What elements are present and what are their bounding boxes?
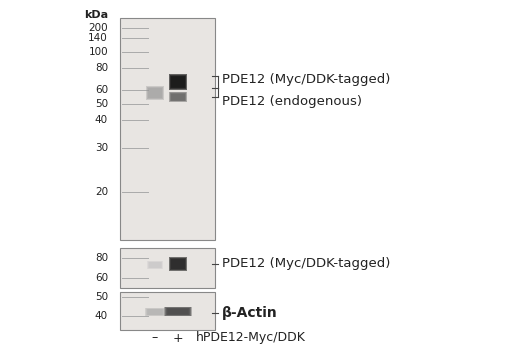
Bar: [170, 257, 187, 271]
Bar: [149, 262, 162, 268]
Bar: [169, 257, 187, 271]
Text: 200: 200: [88, 23, 108, 33]
Text: 60: 60: [95, 273, 108, 283]
Bar: [147, 309, 163, 315]
Text: hPDE12-Myc/DDK: hPDE12-Myc/DDK: [196, 331, 306, 344]
Bar: [170, 92, 186, 102]
Bar: [172, 259, 185, 268]
Text: 20: 20: [95, 187, 108, 197]
Bar: [147, 87, 163, 99]
Bar: [167, 308, 189, 315]
Bar: [169, 92, 187, 102]
Bar: [148, 309, 162, 315]
Bar: [146, 308, 164, 316]
Bar: [170, 75, 187, 90]
Text: β-Actin: β-Actin: [222, 306, 278, 320]
Bar: [171, 93, 185, 101]
Bar: [120, 248, 215, 288]
Bar: [120, 18, 215, 240]
Bar: [170, 258, 186, 270]
Bar: [148, 262, 162, 268]
Text: 140: 140: [88, 33, 108, 43]
Text: PDE12 (Myc/DDK-tagged): PDE12 (Myc/DDK-tagged): [222, 258, 391, 271]
Bar: [171, 76, 185, 88]
Bar: [167, 309, 188, 314]
Text: PDE12 (Myc/DDK-tagged): PDE12 (Myc/DDK-tagged): [222, 74, 391, 86]
Bar: [170, 75, 186, 89]
Bar: [166, 308, 189, 315]
Bar: [171, 259, 185, 269]
Bar: [148, 261, 162, 268]
Text: kDa: kDa: [84, 10, 108, 20]
Text: 50: 50: [95, 99, 108, 109]
Text: 30: 30: [95, 143, 108, 153]
Bar: [164, 307, 191, 316]
Bar: [166, 308, 190, 315]
Bar: [146, 308, 165, 316]
Bar: [170, 75, 186, 89]
Bar: [171, 76, 186, 89]
Text: –: –: [152, 331, 158, 344]
Bar: [149, 262, 161, 268]
Bar: [147, 309, 163, 315]
Bar: [171, 258, 186, 270]
Text: 50: 50: [95, 292, 108, 302]
Bar: [147, 309, 163, 315]
Bar: [147, 261, 163, 269]
Text: 80: 80: [95, 63, 108, 73]
Bar: [171, 76, 185, 88]
Bar: [170, 92, 187, 102]
Bar: [146, 309, 164, 315]
Bar: [147, 87, 163, 99]
Bar: [172, 94, 185, 100]
Bar: [165, 308, 190, 315]
Text: 100: 100: [88, 47, 108, 57]
Bar: [148, 261, 162, 268]
Bar: [147, 88, 163, 99]
Bar: [165, 307, 191, 316]
Bar: [171, 259, 185, 269]
Bar: [171, 93, 185, 100]
Bar: [172, 77, 185, 87]
Bar: [170, 258, 186, 270]
Text: 80: 80: [95, 253, 108, 263]
Text: +: +: [173, 331, 184, 344]
Bar: [148, 88, 162, 98]
Text: 60: 60: [95, 85, 108, 95]
Bar: [171, 93, 186, 101]
Text: 40: 40: [95, 311, 108, 321]
Bar: [164, 307, 192, 316]
Bar: [169, 74, 187, 90]
Text: 40: 40: [95, 115, 108, 125]
Bar: [170, 93, 186, 101]
Bar: [148, 89, 162, 98]
Bar: [149, 262, 161, 268]
Bar: [146, 86, 164, 100]
Text: PDE12 (endogenous): PDE12 (endogenous): [222, 96, 362, 108]
Bar: [120, 292, 215, 330]
Bar: [145, 308, 165, 316]
Bar: [147, 261, 163, 269]
Bar: [146, 86, 164, 100]
Bar: [148, 88, 162, 98]
